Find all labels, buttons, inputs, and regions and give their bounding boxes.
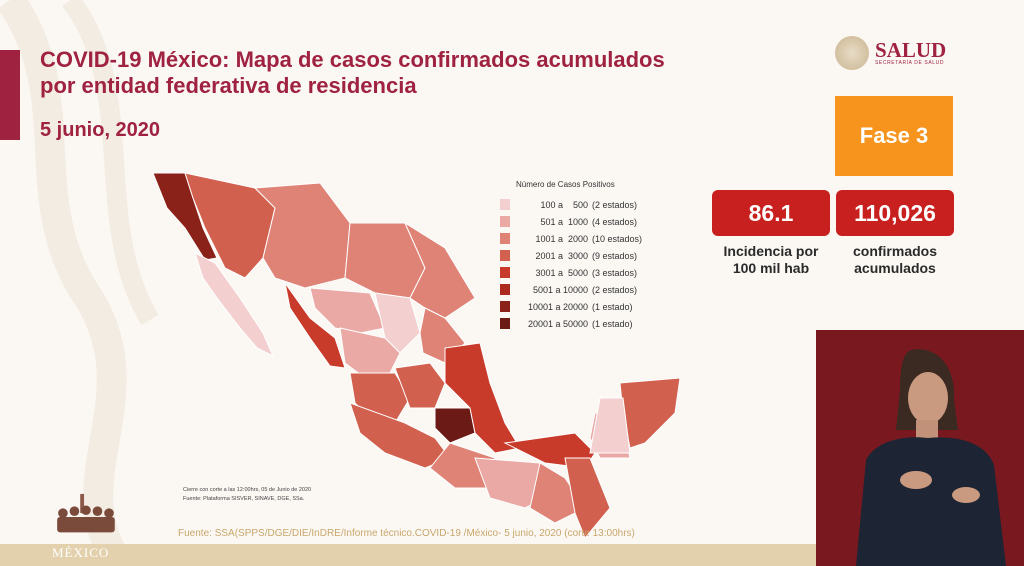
incidence-value: 86.1	[712, 190, 830, 236]
incidence-label-1: Incidencia por	[723, 243, 819, 259]
state-region	[434, 407, 476, 444]
footer-logo-text: MÉXICO	[52, 545, 110, 560]
page-title: COVID-19 México: Mapa de casos confirmad…	[40, 47, 665, 99]
legend-count: (9 estados)	[592, 250, 638, 261]
state-region	[444, 342, 521, 454]
legend-range: 20001 a 50000	[527, 318, 588, 329]
legend-swatch	[500, 199, 510, 210]
legend-range: 10001 a 20000	[527, 301, 588, 312]
state-region	[253, 182, 351, 289]
legend-count: (3 estados)	[592, 267, 638, 278]
source-text: Fuente: SSA(SPPS/DGE/DIE/InDRE/Informe t…	[178, 528, 635, 539]
state-region	[429, 442, 496, 489]
confirmed-value: 110,026	[836, 190, 954, 236]
legend-swatch	[500, 301, 510, 312]
legend-item: 20001 a 50000 (1 estado)	[500, 315, 642, 332]
footer-band	[0, 544, 816, 566]
title-line-2: por entidad federativa de residencia	[40, 73, 417, 98]
legend-count: (1 estado)	[592, 318, 633, 329]
legend-item: 3001 a 5000 (3 estados)	[500, 264, 642, 281]
legend-count: (4 estados)	[592, 216, 638, 227]
confirmed-label-1: confirmados	[852, 243, 937, 259]
legend-swatch	[500, 250, 510, 261]
legend-count: (2 estados)	[592, 284, 638, 295]
state-region	[284, 282, 346, 369]
state-region	[194, 252, 275, 358]
interpreter-figure	[856, 349, 1006, 566]
sign-language-interpreter-video	[816, 330, 1024, 566]
state-region	[529, 462, 586, 524]
confirmed-label-2: acumulados	[854, 260, 936, 276]
state-region	[394, 362, 446, 409]
state-region	[589, 397, 631, 454]
logo-subtitle: SECRETARÍA DE SALUD	[875, 60, 945, 66]
note-cutoff: Cierre con corte a las 12:00hrs, 05 de J…	[183, 487, 312, 493]
legend-item: 100 a 500 (2 estados)	[500, 196, 642, 213]
legend-range: 5001 a 10000	[532, 284, 588, 295]
state-region	[564, 457, 611, 539]
mexico-choropleth-map	[152, 172, 681, 539]
state-region	[374, 292, 421, 354]
legend-range: 2001 a 3000	[535, 250, 588, 261]
state-region	[309, 287, 386, 334]
map-notes: Cierre con corte a las 12:00hrs, 05 de J…	[183, 486, 311, 504]
incidence-label-2: 100 mil hab	[732, 260, 810, 276]
legend-title: Número de Casos Positivos	[516, 180, 615, 189]
mexico-heroes-emblem	[57, 493, 115, 533]
legend-swatch	[500, 284, 510, 295]
accent-bar	[0, 50, 20, 140]
legend-item: 5001 a 10000 (2 estados)	[500, 281, 642, 298]
legend-swatch	[500, 233, 510, 244]
legend-range: 3001 a 5000	[535, 267, 588, 278]
legend-count: (10 estados)	[592, 233, 643, 244]
legend-swatch	[500, 267, 510, 278]
legend-range: 1001 a 2000	[535, 233, 588, 244]
note-source: Fuente: Plataforma SISVER, SINAVE, DGE, …	[183, 496, 305, 502]
confirmed-label: confirmados acumulados	[836, 243, 954, 277]
logo-name: SALUD	[875, 38, 947, 62]
legend-swatch	[500, 216, 510, 227]
legend-swatch	[500, 318, 510, 329]
legend-item: 10001 a 20000 (1 estado)	[500, 298, 642, 315]
legend-item: 501 a 1000 (4 estados)	[500, 213, 642, 230]
legend-range: 100 a 500	[540, 199, 588, 210]
phase-badge: Fase 3	[835, 96, 953, 176]
coat-of-arms-icon	[835, 36, 869, 70]
legend-count: (2 estados)	[592, 199, 638, 210]
incidence-label: Incidencia por 100 mil hab	[712, 243, 830, 277]
salud-logo: SALUD SECRETARÍA DE SALUD	[835, 36, 946, 70]
report-date: 5 junio, 2020	[40, 119, 161, 141]
legend-item: 2001 a 3000 (9 estados)	[500, 247, 642, 264]
title-line-1: COVID-19 México: Mapa de casos confirmad…	[40, 47, 665, 72]
state-region	[619, 377, 681, 449]
legend-count: (1 estado)	[592, 301, 633, 312]
map-legend: Número de Casos Positivos 100 a 500 (2 es…	[500, 180, 642, 332]
legend-item: 1001 a 2000 (10 estados)	[500, 230, 642, 247]
legend-range: 501 a 1000	[540, 216, 588, 227]
background-decoration	[0, 0, 159, 566]
